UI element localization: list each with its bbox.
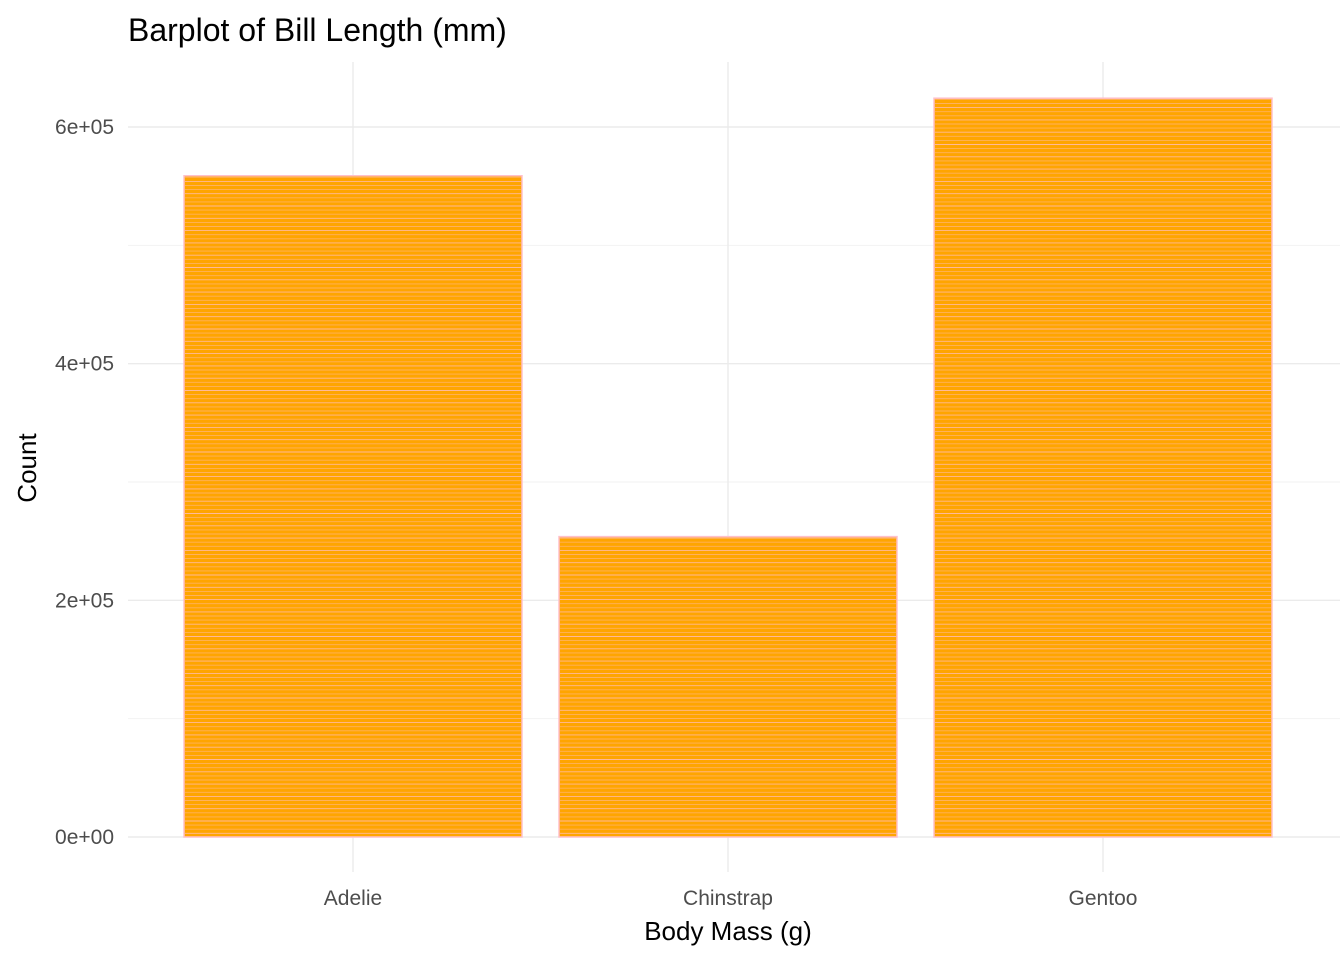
bar-chinstrap	[558, 535, 898, 838]
x-axis-title: Body Mass (g)	[644, 916, 812, 946]
y-axis-ticks: 0e+00 2e+05 4e+05 6e+05	[55, 116, 114, 849]
y-tick-label: 0e+00	[55, 826, 114, 849]
chart-title: Barplot of Bill Length (mm)	[128, 12, 507, 48]
y-tick-label: 4e+05	[55, 353, 114, 376]
x-tick-label: Chinstrap	[683, 887, 773, 910]
bars	[183, 97, 1273, 838]
y-axis-title: Count	[12, 433, 42, 503]
y-tick-label: 6e+05	[55, 116, 114, 139]
bar-gentoo	[933, 97, 1273, 838]
x-tick-label: Adelie	[324, 887, 382, 910]
x-axis-ticks: Adelie Chinstrap Gentoo	[324, 887, 1138, 910]
bar-stripes	[185, 176, 521, 834]
bar-rect	[933, 97, 1273, 838]
bar-adelie	[183, 175, 523, 838]
bar-stripes	[935, 98, 1271, 834]
bar-stripes	[560, 537, 896, 834]
bar-rect	[183, 175, 523, 838]
x-tick-label: Gentoo	[1069, 887, 1138, 910]
bar-rect	[558, 535, 898, 838]
y-tick-label: 2e+05	[55, 589, 114, 612]
